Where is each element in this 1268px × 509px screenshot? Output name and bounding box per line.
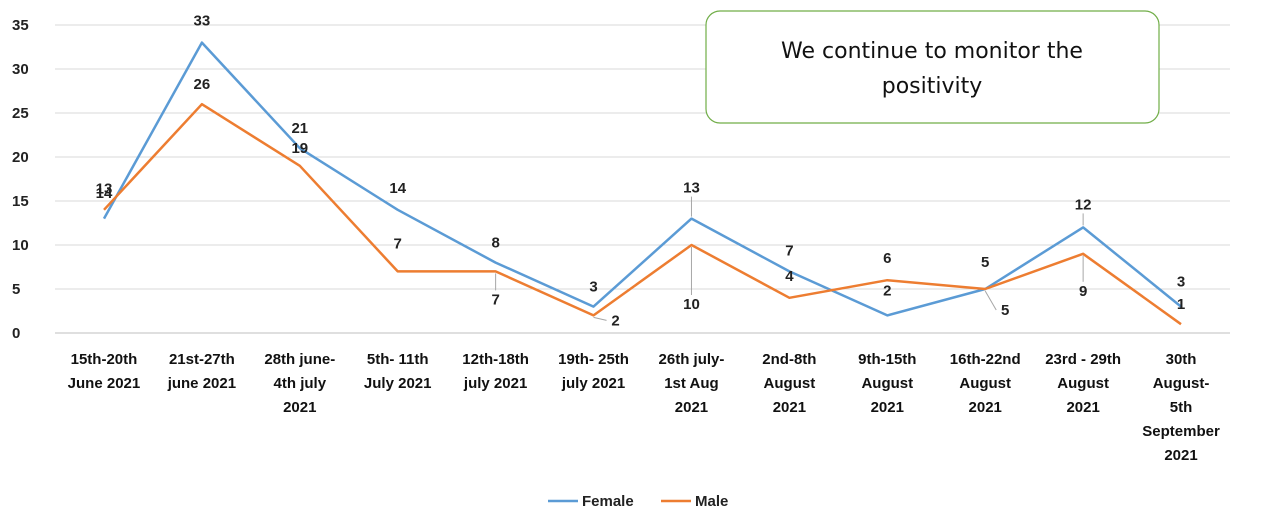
y-tick-label: 20: [12, 149, 29, 166]
series-line-female: [102, 41, 1182, 317]
callout-line-1: We continue to monitor the: [781, 39, 1083, 64]
x-tick-label: 30th August-5th September 2021: [1142, 351, 1220, 464]
data-label-female: 21: [291, 120, 308, 137]
data-label-male: 14: [96, 185, 113, 202]
data-label-male: 19: [291, 140, 308, 157]
x-tick-label: 23rd - 29th August 2021: [1045, 351, 1121, 416]
y-axis: 0 5 10 15 20 25 30 35: [12, 17, 29, 342]
data-label-male: 9: [1079, 283, 1087, 300]
data-labels: 13 33 21 14 8 3 13 7 2 5 12 3 14 26 19 7 7 2 10 4 6 5 9 1: [96, 13, 1186, 330]
gridlines: [55, 24, 1230, 334]
y-tick-label: 10: [12, 237, 29, 254]
x-tick-label: 5th- 11th July 2021: [364, 351, 432, 392]
series-line-male: [103, 102, 1182, 326]
legend: Female Male: [548, 493, 728, 509]
y-tick-label: 25: [12, 105, 29, 122]
x-tick-label: 28th june-4th july 2021: [264, 351, 335, 416]
data-label-female: 7: [785, 242, 793, 259]
data-label-female: 33: [194, 13, 211, 30]
callout-border: [705, 10, 1160, 124]
y-tick-label: 0: [12, 325, 20, 342]
y-tick-label: 30: [12, 61, 29, 78]
data-label-male: 5: [1001, 302, 1009, 319]
data-label-female: 13: [96, 181, 113, 198]
x-tick-label: 15th-20th June 2021: [68, 351, 141, 392]
data-label-female: 12: [1075, 196, 1092, 213]
x-tick-label: 2nd-8th August 2021: [762, 351, 816, 416]
data-label-female: 3: [1177, 274, 1185, 291]
x-tick-label: 9th-15th August 2021: [858, 351, 916, 416]
data-label-male: 26: [194, 76, 211, 93]
data-label-male: 2: [611, 312, 619, 329]
series-lines: [102, 41, 1182, 326]
data-label-female: 8: [491, 235, 499, 252]
y-tick-label: 15: [12, 193, 29, 210]
data-label-male: 4: [785, 268, 794, 285]
x-tick-label: 16th-22nd August 2021: [950, 351, 1021, 416]
callout-box: We continue to monitor the positivity: [705, 10, 1160, 124]
data-label-male: 10: [683, 296, 700, 313]
data-label-male: 7: [394, 235, 402, 252]
leader-line: [984, 290, 997, 311]
x-tick-label: 21st-27th june 2021: [167, 351, 236, 392]
callout-line-2: positivity: [882, 74, 983, 99]
data-label-female: 3: [589, 279, 597, 296]
x-tick-label: 12th-18th july 2021: [462, 351, 529, 392]
data-label-female: 5: [981, 254, 989, 271]
label-leader-lines: [495, 196, 1084, 321]
data-label-female: 14: [389, 180, 406, 197]
legend-label-male: Male: [695, 493, 728, 509]
data-label-male: 1: [1177, 296, 1185, 313]
y-tick-label: 5: [12, 281, 20, 298]
x-axis: 15th-20th June 2021 21st-27th june 2021 28th…: [68, 351, 1220, 464]
data-label-male: 6: [883, 250, 891, 267]
x-tick-label: 26th july-1st Aug 2021: [659, 351, 725, 416]
data-label-male: 7: [491, 291, 499, 308]
data-label-female: 13: [683, 180, 700, 197]
legend-label-female: Female: [582, 493, 634, 509]
y-tick-label: 35: [12, 17, 29, 34]
x-tick-label: 19th- 25th july 2021: [558, 351, 629, 392]
leader-line: [593, 316, 607, 321]
data-label-female: 2: [883, 282, 891, 299]
